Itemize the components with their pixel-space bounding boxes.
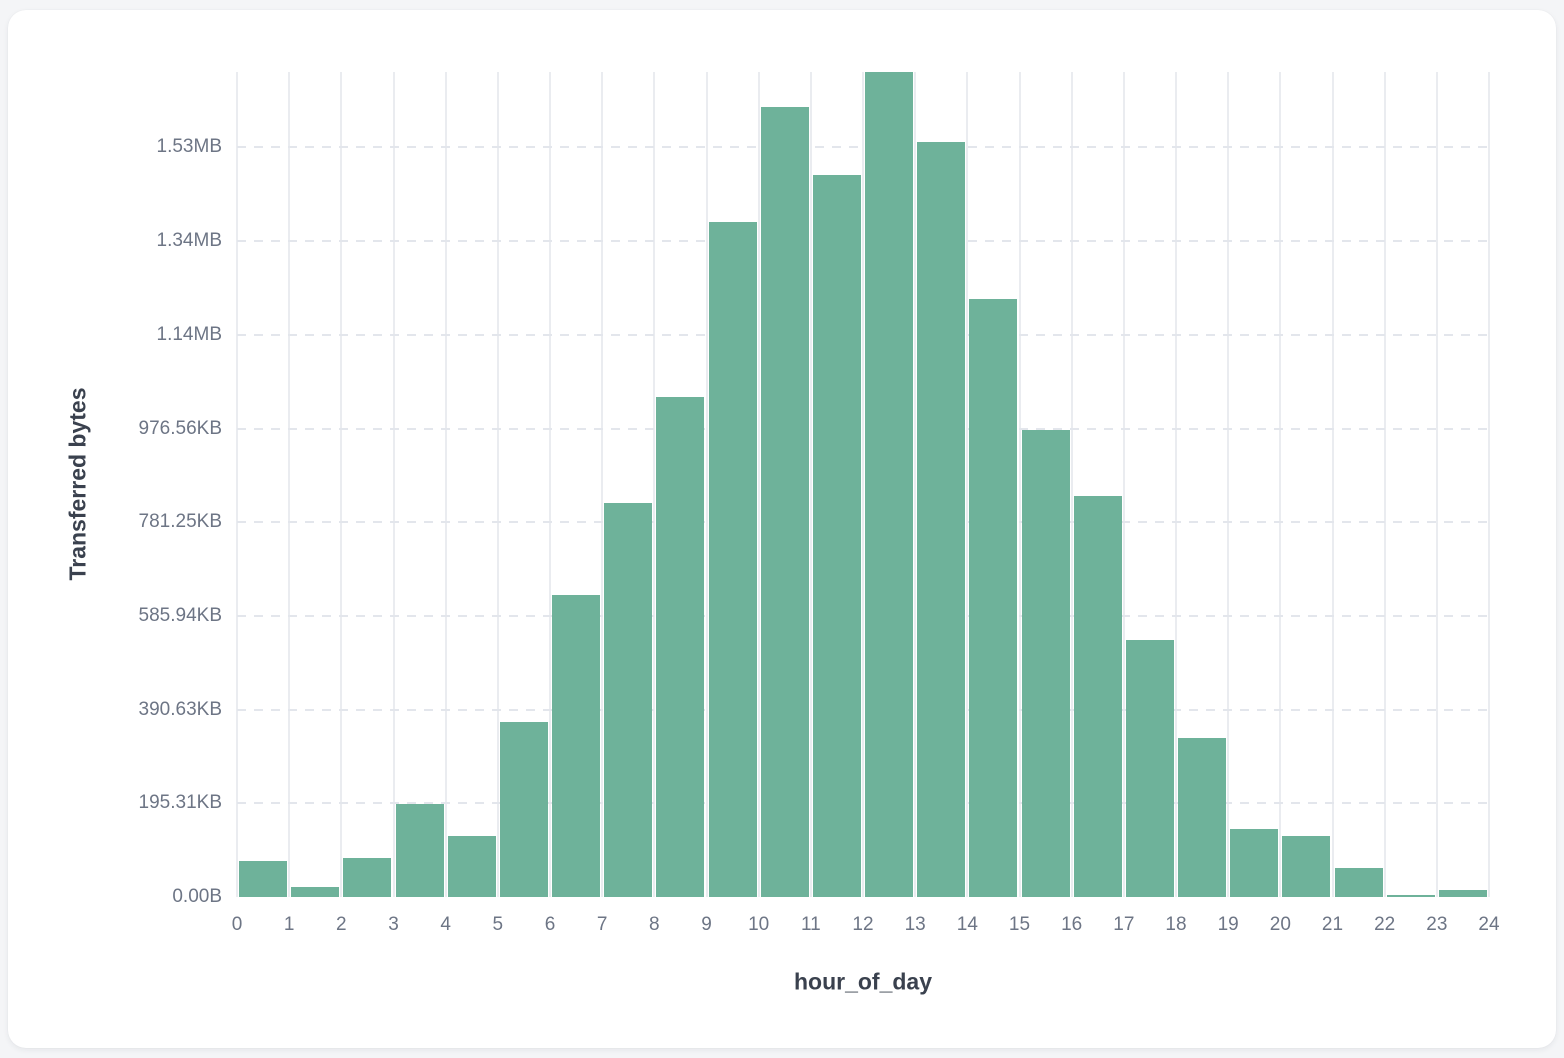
- x-tick-label: 24: [1478, 914, 1500, 935]
- y-tick-label: 781.25KB: [138, 511, 222, 533]
- vertical-gridline: [653, 72, 656, 897]
- horizontal-gridline: [237, 146, 1489, 149]
- bar-hour-0[interactable]: [239, 860, 288, 897]
- x-tick-label: 0: [231, 914, 243, 935]
- y-tick-label: 1.53MB: [156, 136, 222, 158]
- bar-hour-7[interactable]: [604, 503, 653, 897]
- horizontal-gridline: [237, 427, 1489, 430]
- x-tick-label: 13: [904, 914, 926, 935]
- x-tick-label: 19: [1217, 914, 1239, 935]
- y-tick-label: 390.63KB: [138, 698, 222, 720]
- vertical-gridline: [1070, 72, 1073, 897]
- vertical-gridline: [862, 72, 864, 897]
- x-tick-label: 21: [1321, 914, 1344, 935]
- x-tick-label: 18: [1165, 914, 1187, 935]
- bar-hour-19[interactable]: [1230, 828, 1279, 897]
- vertical-gridline: [549, 72, 551, 897]
- x-tick-label: 16: [1061, 914, 1083, 935]
- bar-hour-5[interactable]: [499, 722, 548, 897]
- y-tick-label: 976.56KB: [138, 417, 222, 439]
- chart-card: 0.00B 195.31KB 390.63KB 585.94KB 781.25KB 976…: [8, 10, 1556, 1048]
- x-axis-title: hour_of_day: [793, 968, 933, 995]
- horizontal-gridline: [237, 802, 1489, 805]
- vertical-gridline: [236, 72, 238, 897]
- x-tick-label: 11: [800, 914, 821, 935]
- bar-hour-1[interactable]: [291, 887, 340, 897]
- x-tick-label: 8: [649, 914, 660, 935]
- bar-hour-18[interactable]: [1178, 738, 1227, 897]
- x-tick-label: 22: [1374, 914, 1396, 935]
- x-tick-label: 10: [748, 914, 770, 935]
- x-tick-label: 12: [852, 914, 874, 935]
- x-tick-label: 20: [1269, 914, 1291, 935]
- vertical-gridline: [1331, 72, 1334, 897]
- vertical-gridline: [340, 72, 343, 897]
- bar-hour-9[interactable]: [708, 221, 757, 897]
- bar-hour-4[interactable]: [447, 835, 496, 897]
- x-tick-label: 15: [1008, 914, 1031, 935]
- x-tick-label: 3: [388, 914, 399, 935]
- horizontal-gridline: [237, 708, 1489, 711]
- y-tick-label: 0.00B: [172, 886, 222, 907]
- bar-hour-11[interactable]: [812, 174, 861, 897]
- x-tick-label: 14: [956, 914, 978, 935]
- x-tick-label: 4: [440, 914, 451, 935]
- bar-hour-23[interactable]: [1438, 889, 1487, 897]
- bar-hour-13[interactable]: [917, 141, 966, 897]
- bar-hour-3[interactable]: [395, 803, 444, 897]
- vertical-gridline: [1279, 72, 1282, 897]
- bar-hour-20[interactable]: [1282, 835, 1331, 897]
- horizontal-gridline: [237, 240, 1489, 243]
- x-tick-label: 1: [283, 914, 295, 935]
- x-tick-label: 23: [1426, 914, 1448, 935]
- x-tick-label: 6: [544, 914, 556, 935]
- vertical-gridline: [914, 72, 917, 897]
- bar-hour-12[interactable]: [865, 72, 914, 897]
- vertical-gridline: [392, 72, 395, 897]
- vertical-gridline: [705, 72, 708, 897]
- bar-hour-17[interactable]: [1125, 639, 1174, 897]
- y-tick-label: 585.94KB: [138, 604, 222, 626]
- vertical-gridline: [966, 72, 969, 897]
- vertical-gridline: [496, 72, 499, 897]
- vertical-gridline: [601, 72, 604, 897]
- x-tick-label: 17: [1113, 914, 1135, 935]
- bar-hour-15[interactable]: [1021, 429, 1070, 897]
- vertical-gridline: [809, 72, 812, 897]
- horizontal-gridline: [237, 521, 1489, 524]
- vertical-gridline: [1488, 72, 1490, 897]
- horizontal-gridline: [237, 614, 1489, 617]
- y-tick-label: 195.31KB: [138, 792, 222, 814]
- vertical-gridline: [444, 72, 447, 897]
- x-tick-label: 9: [701, 914, 712, 935]
- bar-hour-8[interactable]: [656, 396, 705, 897]
- vertical-gridline: [1122, 72, 1125, 897]
- plot-area: [236, 72, 1490, 897]
- bar-hour-22[interactable]: [1386, 894, 1435, 897]
- bar-hour-6[interactable]: [552, 594, 601, 897]
- x-tick-label: 7: [596, 914, 608, 935]
- vertical-gridline: [1227, 72, 1230, 897]
- bar-hour-21[interactable]: [1334, 867, 1383, 897]
- x-tick-label: 5: [492, 914, 504, 935]
- y-tick-label: 1.34MB: [156, 230, 222, 252]
- vertical-gridline: [1435, 72, 1438, 897]
- bar-hour-14[interactable]: [969, 298, 1018, 897]
- horizontal-gridline: [237, 333, 1489, 336]
- vertical-gridline: [1018, 72, 1021, 897]
- y-tick-label: 1.14MB: [156, 323, 222, 345]
- bar-hour-10[interactable]: [760, 106, 809, 897]
- x-tick-label: 2: [336, 914, 347, 935]
- y-axis-title: Transferred bytes: [64, 387, 91, 581]
- vertical-gridline: [1383, 72, 1386, 897]
- vertical-gridline: [757, 72, 760, 897]
- vertical-gridline: [288, 72, 291, 897]
- bar-hour-2[interactable]: [343, 857, 392, 897]
- vertical-gridline: [1175, 72, 1177, 897]
- bar-hour-16[interactable]: [1073, 495, 1122, 897]
